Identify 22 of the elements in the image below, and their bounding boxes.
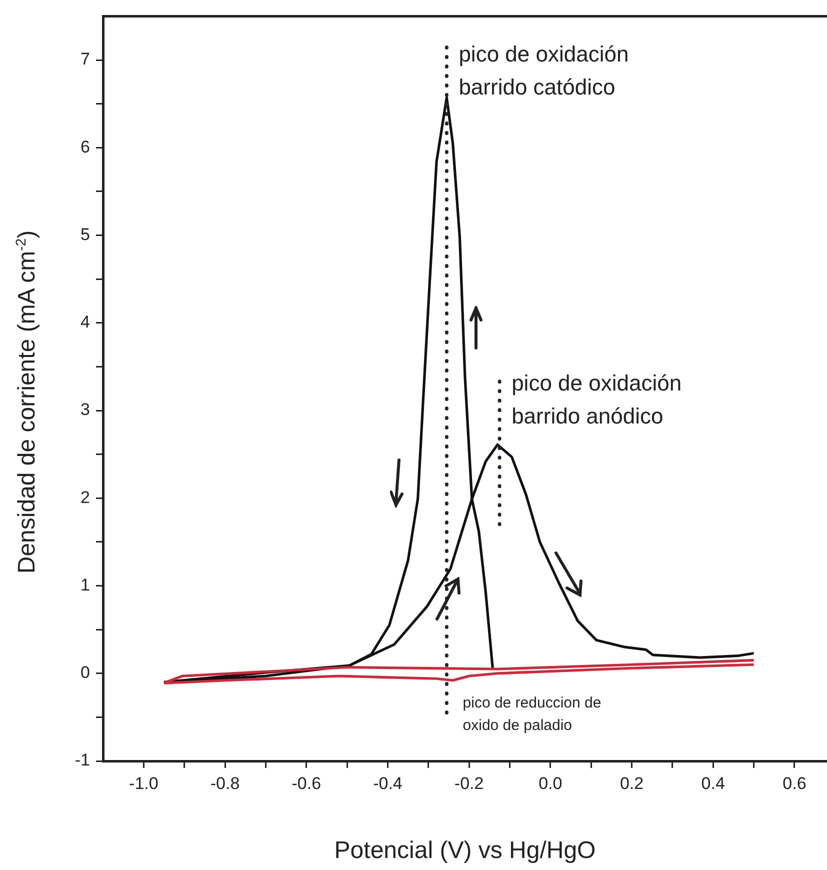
x-tick-label: -0.6 — [292, 774, 322, 793]
x-tick-label: 0.6 — [782, 774, 806, 793]
y-tick-label: 0 — [80, 663, 90, 682]
y-tick-label: 5 — [80, 224, 90, 244]
y-tick-label: 1 — [80, 575, 90, 594]
y-tick-label: 3 — [80, 400, 90, 420]
x-tick-label: -0.8 — [210, 774, 240, 793]
y-tick-label: 6 — [80, 137, 90, 156]
y-tick-label: 2 — [80, 488, 90, 507]
x-tick-label: 0.4 — [701, 774, 725, 793]
x-tick-label: -0.2 — [454, 774, 484, 793]
x-tick-label: -1.0 — [129, 774, 158, 793]
x-tick-label: 0.2 — [620, 774, 644, 793]
annotation: pico de reduccion de oxido de paladio — [462, 694, 602, 734]
y-tick-label: -1 — [74, 750, 90, 770]
annotation: pico de oxidación barrido anódico — [512, 370, 682, 428]
x-tick-label: 0.0 — [538, 774, 562, 793]
x-axis-title: Potencial (V) vs Hg/HgO — [334, 837, 596, 864]
x-tick-label: -0.4 — [373, 774, 402, 793]
y-tick-label: 4 — [80, 312, 90, 332]
y-tick-label: 7 — [80, 50, 90, 69]
annotation: pico de oxidación barrido catódico — [458, 42, 629, 100]
